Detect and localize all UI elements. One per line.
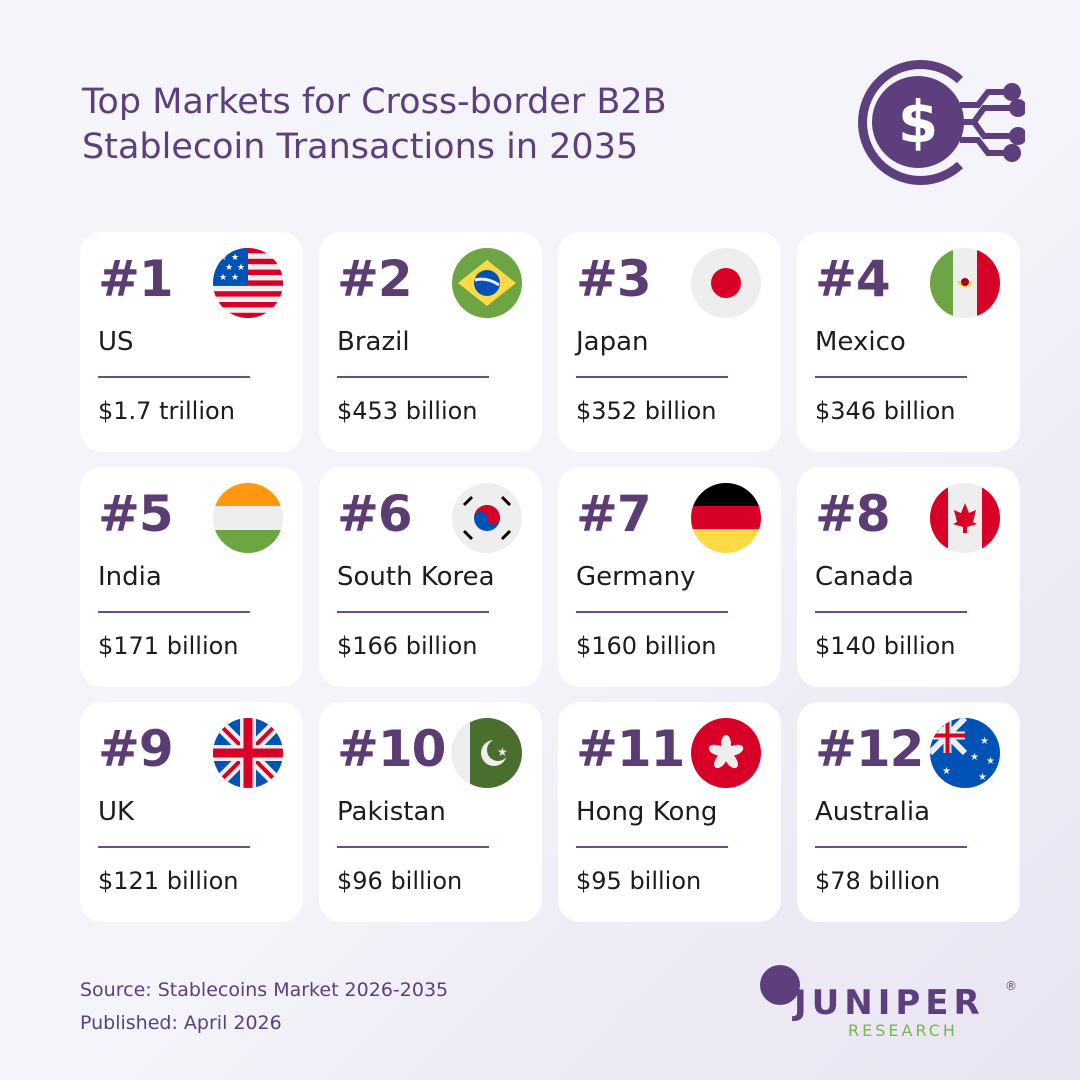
rank: #7 bbox=[576, 485, 652, 543]
transaction-value: $121 billion bbox=[98, 867, 239, 895]
divider bbox=[576, 846, 728, 848]
flag-in-icon bbox=[213, 483, 283, 553]
market-card: #2 Brazil $453 billion bbox=[319, 232, 542, 452]
flag-jp-icon bbox=[691, 248, 761, 318]
transaction-value: $352 billion bbox=[576, 397, 717, 425]
divider bbox=[98, 611, 250, 613]
divider bbox=[815, 376, 967, 378]
country-name: Canada bbox=[815, 562, 914, 592]
svg-text:★: ★ bbox=[942, 766, 951, 777]
country-name: India bbox=[98, 562, 162, 592]
country-name: Brazil bbox=[337, 327, 410, 357]
country-name: Australia bbox=[815, 797, 931, 827]
transaction-value: $171 billion bbox=[98, 632, 239, 660]
divider bbox=[576, 611, 728, 613]
country-name: Japan bbox=[576, 327, 649, 357]
market-card: #12 ★ ★ ★ ★ ★ Australia $78 billion bbox=[797, 702, 1020, 922]
rank: #12 bbox=[815, 720, 924, 778]
market-card: #10 ★ Pakistan $96 billion bbox=[319, 702, 542, 922]
flag-mx-icon bbox=[930, 248, 1000, 318]
flag-gb-icon bbox=[213, 718, 283, 788]
country-name: South Korea bbox=[337, 562, 495, 592]
flag-br-icon bbox=[452, 248, 522, 318]
country-name: UK bbox=[98, 797, 135, 827]
market-card: #3 Japan $352 billion bbox=[558, 232, 781, 452]
country-name: Hong Kong bbox=[576, 797, 718, 827]
transaction-value: $96 billion bbox=[337, 867, 463, 895]
logo-mark-icon bbox=[760, 965, 800, 1005]
svg-text:★: ★ bbox=[219, 273, 227, 283]
svg-text:★: ★ bbox=[978, 772, 987, 783]
rank: #2 bbox=[337, 250, 413, 308]
rank: #1 bbox=[98, 250, 174, 308]
flag-au-icon: ★ ★ ★ ★ ★ bbox=[930, 718, 1000, 788]
svg-text:★: ★ bbox=[231, 253, 239, 263]
divider bbox=[98, 846, 250, 848]
source-notes: Source: Stablecoins Market 2026-2035 Pub… bbox=[80, 974, 448, 1040]
transaction-value: $140 billion bbox=[815, 632, 956, 660]
svg-text:★: ★ bbox=[231, 273, 239, 283]
flag-us-icon: ★ ★ ★ ★ ★ ★ bbox=[213, 248, 283, 318]
country-name: Mexico bbox=[815, 327, 906, 357]
divider bbox=[815, 846, 967, 848]
svg-text:★: ★ bbox=[980, 736, 989, 747]
svg-text:★: ★ bbox=[225, 263, 233, 273]
market-card: #11 Hong Kong $95 billion bbox=[558, 702, 781, 922]
divider bbox=[337, 846, 489, 848]
rank: #8 bbox=[815, 485, 891, 543]
divider bbox=[815, 611, 967, 613]
rank: #9 bbox=[98, 720, 174, 778]
country-name: Germany bbox=[576, 562, 696, 592]
dollar-coin-network-icon: $ bbox=[858, 60, 1025, 185]
market-card: #7 Germany $160 billion bbox=[558, 467, 781, 687]
transaction-value: $95 billion bbox=[576, 867, 702, 895]
rank: #5 bbox=[98, 485, 174, 543]
svg-text:★: ★ bbox=[237, 263, 245, 273]
market-card: #9 UK $121 billion bbox=[80, 702, 303, 922]
market-card: #6 South Korea $166 billion bbox=[319, 467, 542, 687]
rank: #6 bbox=[337, 485, 413, 543]
divider bbox=[576, 376, 728, 378]
market-card: #1 ★ ★ ★ ★ ★ ★ US $1.7 trillion bbox=[80, 232, 303, 452]
flag-hk-icon bbox=[691, 718, 761, 788]
transaction-value: $166 billion bbox=[337, 632, 478, 660]
divider bbox=[337, 611, 489, 613]
flag-ca-icon bbox=[930, 483, 1000, 553]
divider bbox=[98, 376, 250, 378]
rank: #10 bbox=[337, 720, 446, 778]
juniper-research-logo: JUNIPER ® RESEARCH bbox=[760, 965, 1030, 1040]
divider bbox=[337, 376, 489, 378]
markets-grid: #1 ★ ★ ★ ★ ★ ★ US $1.7 trillion #2 Brazil $453 bill… bbox=[80, 232, 1020, 922]
page-title: Top Markets for Cross-border B2B Stablec… bbox=[82, 82, 667, 167]
market-card: #4 Mexico $346 billion bbox=[797, 232, 1020, 452]
transaction-value: $78 billion bbox=[815, 867, 941, 895]
country-name: Pakistan bbox=[337, 797, 446, 827]
flag-de-icon bbox=[691, 483, 761, 553]
svg-text:★: ★ bbox=[970, 752, 979, 763]
svg-text:★: ★ bbox=[497, 745, 508, 759]
rank: #4 bbox=[815, 250, 891, 308]
transaction-value: $160 billion bbox=[576, 632, 717, 660]
rank: #11 bbox=[576, 720, 685, 778]
market-card: #8 Canada $140 billion bbox=[797, 467, 1020, 687]
flag-pk-icon: ★ bbox=[452, 718, 522, 788]
source-text: Source: Stablecoins Market 2026-2035 bbox=[80, 979, 449, 1001]
published-text: Published: April 2026 bbox=[80, 1012, 282, 1034]
transaction-value: $346 billion bbox=[815, 397, 956, 425]
country-name: US bbox=[98, 327, 134, 357]
rank: #3 bbox=[576, 250, 652, 308]
transaction-value: $453 billion bbox=[337, 397, 478, 425]
flag-kr-icon bbox=[452, 483, 522, 553]
svg-text:★: ★ bbox=[986, 756, 995, 767]
svg-text:★: ★ bbox=[219, 253, 227, 263]
transaction-value: $1.7 trillion bbox=[98, 397, 235, 425]
market-card: #5 India $171 billion bbox=[80, 467, 303, 687]
svg-text:$: $ bbox=[898, 88, 938, 156]
